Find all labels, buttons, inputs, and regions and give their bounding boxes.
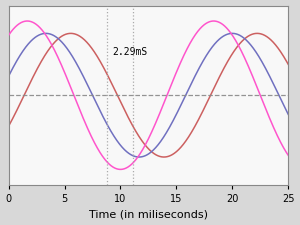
Text: 2.29mS: 2.29mS <box>112 47 148 57</box>
X-axis label: Time (in miliseconds): Time (in miliseconds) <box>89 209 208 219</box>
